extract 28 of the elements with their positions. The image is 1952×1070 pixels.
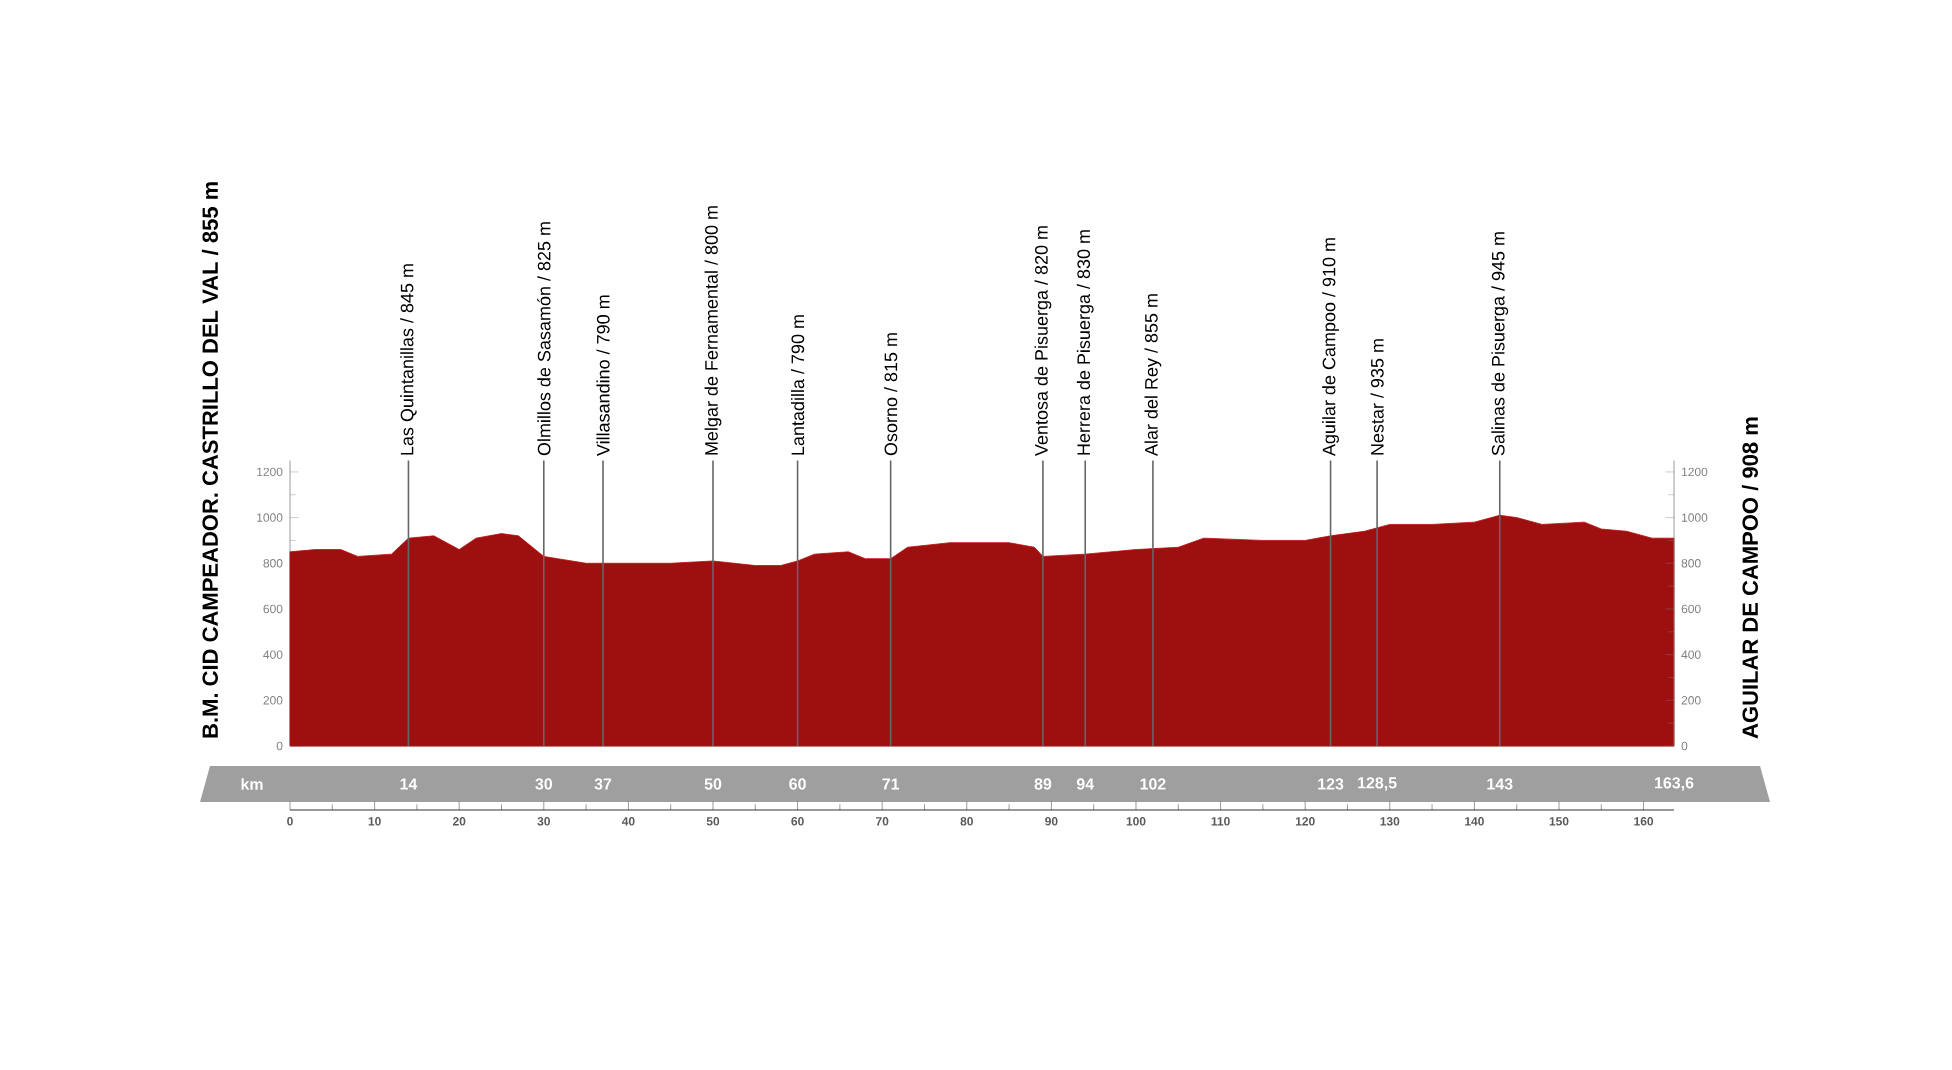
y-axis-title: B.M. CID CAMPEADOR. CASTRILLO DEL VAL / 855 m [201,182,219,738]
ref-line-label: Villasandino / 790 m [596,295,610,456]
x2-tick-label: 50 [704,778,722,790]
x2-tick-label: 123 [1318,778,1344,790]
ref-line-label: Osorno / 815 m [884,333,898,456]
ref-line-label: Las Quintanillas / 845 m [400,264,417,455]
x2-tick-label: 60 [789,778,806,790]
x2-tick-label: 89 [1034,778,1052,790]
x2-tick-label: 37 [594,778,612,790]
ref-line-label: Lantadilla / 790 m [790,315,805,455]
x2-axis-title: km [241,778,263,790]
x2-tick-label: 102 [1140,778,1166,790]
y2-axis-title: AGUILAR DE CAMPOO / 908 m [1741,417,1759,739]
x2-tick-label: 163,6 [1655,777,1694,791]
x2-tick-label: 94 [1076,778,1095,790]
x2-tick-label: 30 [535,778,553,790]
ref-line-label: Alar del Rey / 855 m [1144,294,1162,457]
ref-line-label: Aguilar de Campoo / 910 m [1322,238,1339,457]
x2-tick-label: 14 [400,778,418,790]
ref-line-label: Olmillos de Sasamón / 825 m [537,222,551,456]
ref-line-label: Salinas de Pisuerga / 945 m [1491,232,1509,456]
ref-line-label: Melgar de Fernamental / 800 m [704,206,722,455]
x2-tick-label: 128,5 [1358,777,1397,791]
x2-tick-label: 71 [882,778,900,790]
ref-line-label: Herrera de Pisuerga / 830 m [1076,230,1094,455]
x2-tick-label: 143 [1487,778,1513,790]
ref-line-label: Ventosa de Pisuerga / 820 m [1034,226,1052,456]
ref-line-label: Nestar / 935 m [1370,339,1384,455]
